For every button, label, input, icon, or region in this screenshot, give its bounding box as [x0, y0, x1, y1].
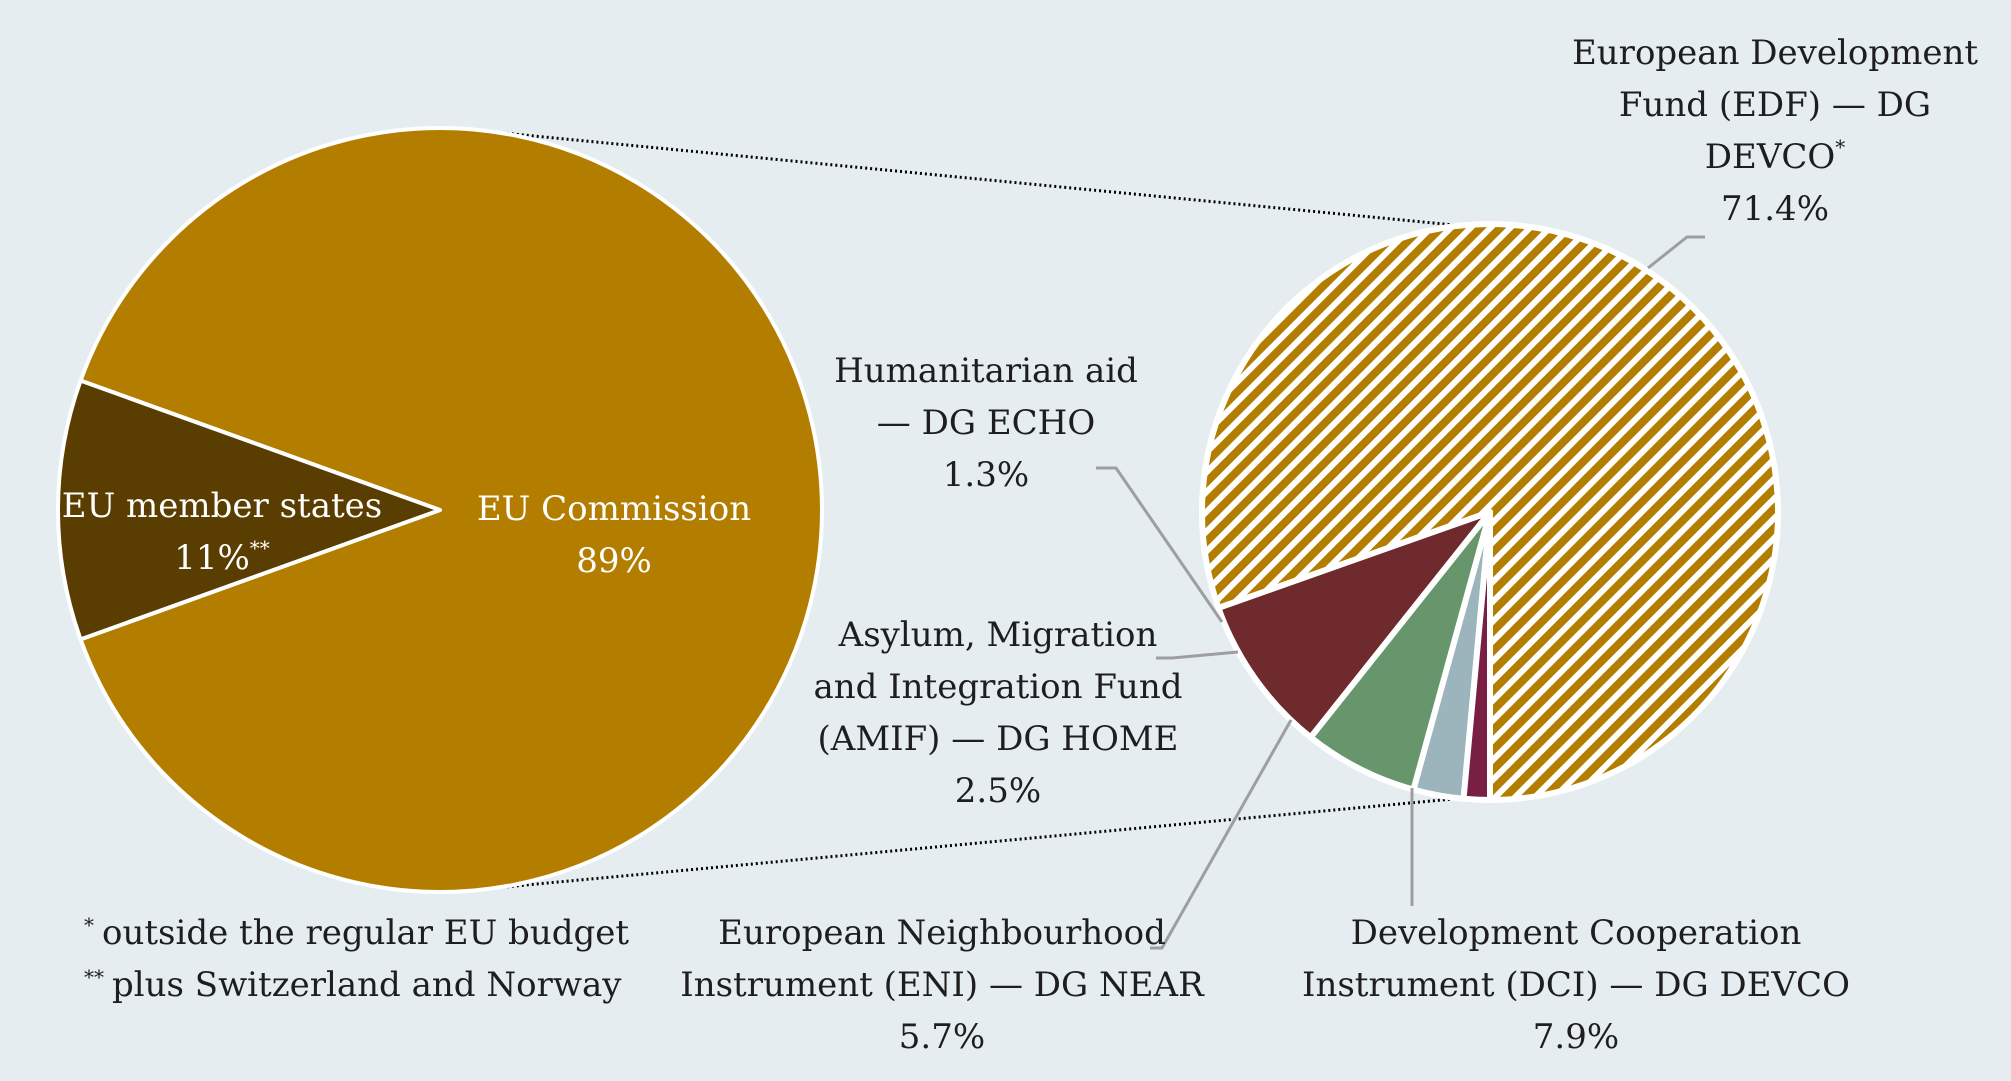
footnote-2-text: plus Switzerland and Norway — [112, 965, 622, 1005]
leader-line-eni — [1150, 719, 1293, 950]
leader-line-echo — [1096, 466, 1224, 623]
label-amif-line3: (AMIF) — DG HOME — [818, 719, 1179, 759]
label-amif-line2: and Integration Fund — [813, 667, 1182, 707]
footnote-1-marker: * — [84, 913, 94, 937]
value-eu-member-states-number: 11% — [174, 538, 250, 578]
value-amif: 2.5% — [955, 771, 1041, 811]
footnote-1-text: outside the regular EU budget — [102, 913, 629, 953]
value-edf: 71.4% — [1721, 189, 1829, 229]
label-eni-line1: European Neighbourhood — [718, 913, 1166, 953]
slice-eu-commission — [78, 126, 824, 894]
label-eni-line2: Instrument (ENI) — DG NEAR — [680, 965, 1205, 1005]
value-eu-member-states: 11%** — [174, 536, 270, 578]
label-eu-commission: EU Commission — [477, 489, 751, 529]
value-eu-member-states-marker: ** — [250, 536, 270, 560]
value-eu-commission: 89% — [576, 541, 652, 581]
value-eni: 5.7% — [899, 1017, 985, 1057]
label-amif-line1: Asylum, Migration — [838, 615, 1158, 655]
label-edf-line1: European Development — [1572, 33, 1978, 73]
pie-breakdown — [1199, 221, 1781, 803]
footnote-1: * outside the regular EU budget — [84, 913, 629, 953]
value-dci: 7.9% — [1533, 1017, 1619, 1057]
slice-humanitarian-aid — [1460, 509, 1493, 803]
label-dci-line2: Instrument (DCI) — DG DEVCO — [1302, 965, 1850, 1005]
label-edf-line3: DEVCO* — [1705, 135, 1846, 177]
slice-dci — [1215, 509, 1493, 741]
leader-line-edf — [1647, 235, 1705, 270]
label-echo-line2: — DG ECHO — [877, 403, 1095, 443]
footnote-2-marker: ** — [84, 965, 104, 989]
footnote-2: ** plus Switzerland and Norway — [84, 965, 622, 1005]
label-edf-devco: DEVCO — [1705, 137, 1836, 177]
pie-overview — [56, 126, 824, 894]
label-edf-marker: * — [1835, 135, 1845, 159]
value-echo: 1.3% — [943, 455, 1029, 495]
slice-eu-member-states — [56, 378, 442, 642]
label-edf-line2: Fund (EDF) — DG — [1619, 85, 1931, 125]
label-echo-line1: Humanitarian aid — [834, 351, 1138, 391]
label-eu-member-states: EU member states — [62, 486, 382, 526]
leader-line-amif — [1156, 650, 1239, 660]
label-dci-line1: Development Cooperation — [1351, 913, 1802, 953]
